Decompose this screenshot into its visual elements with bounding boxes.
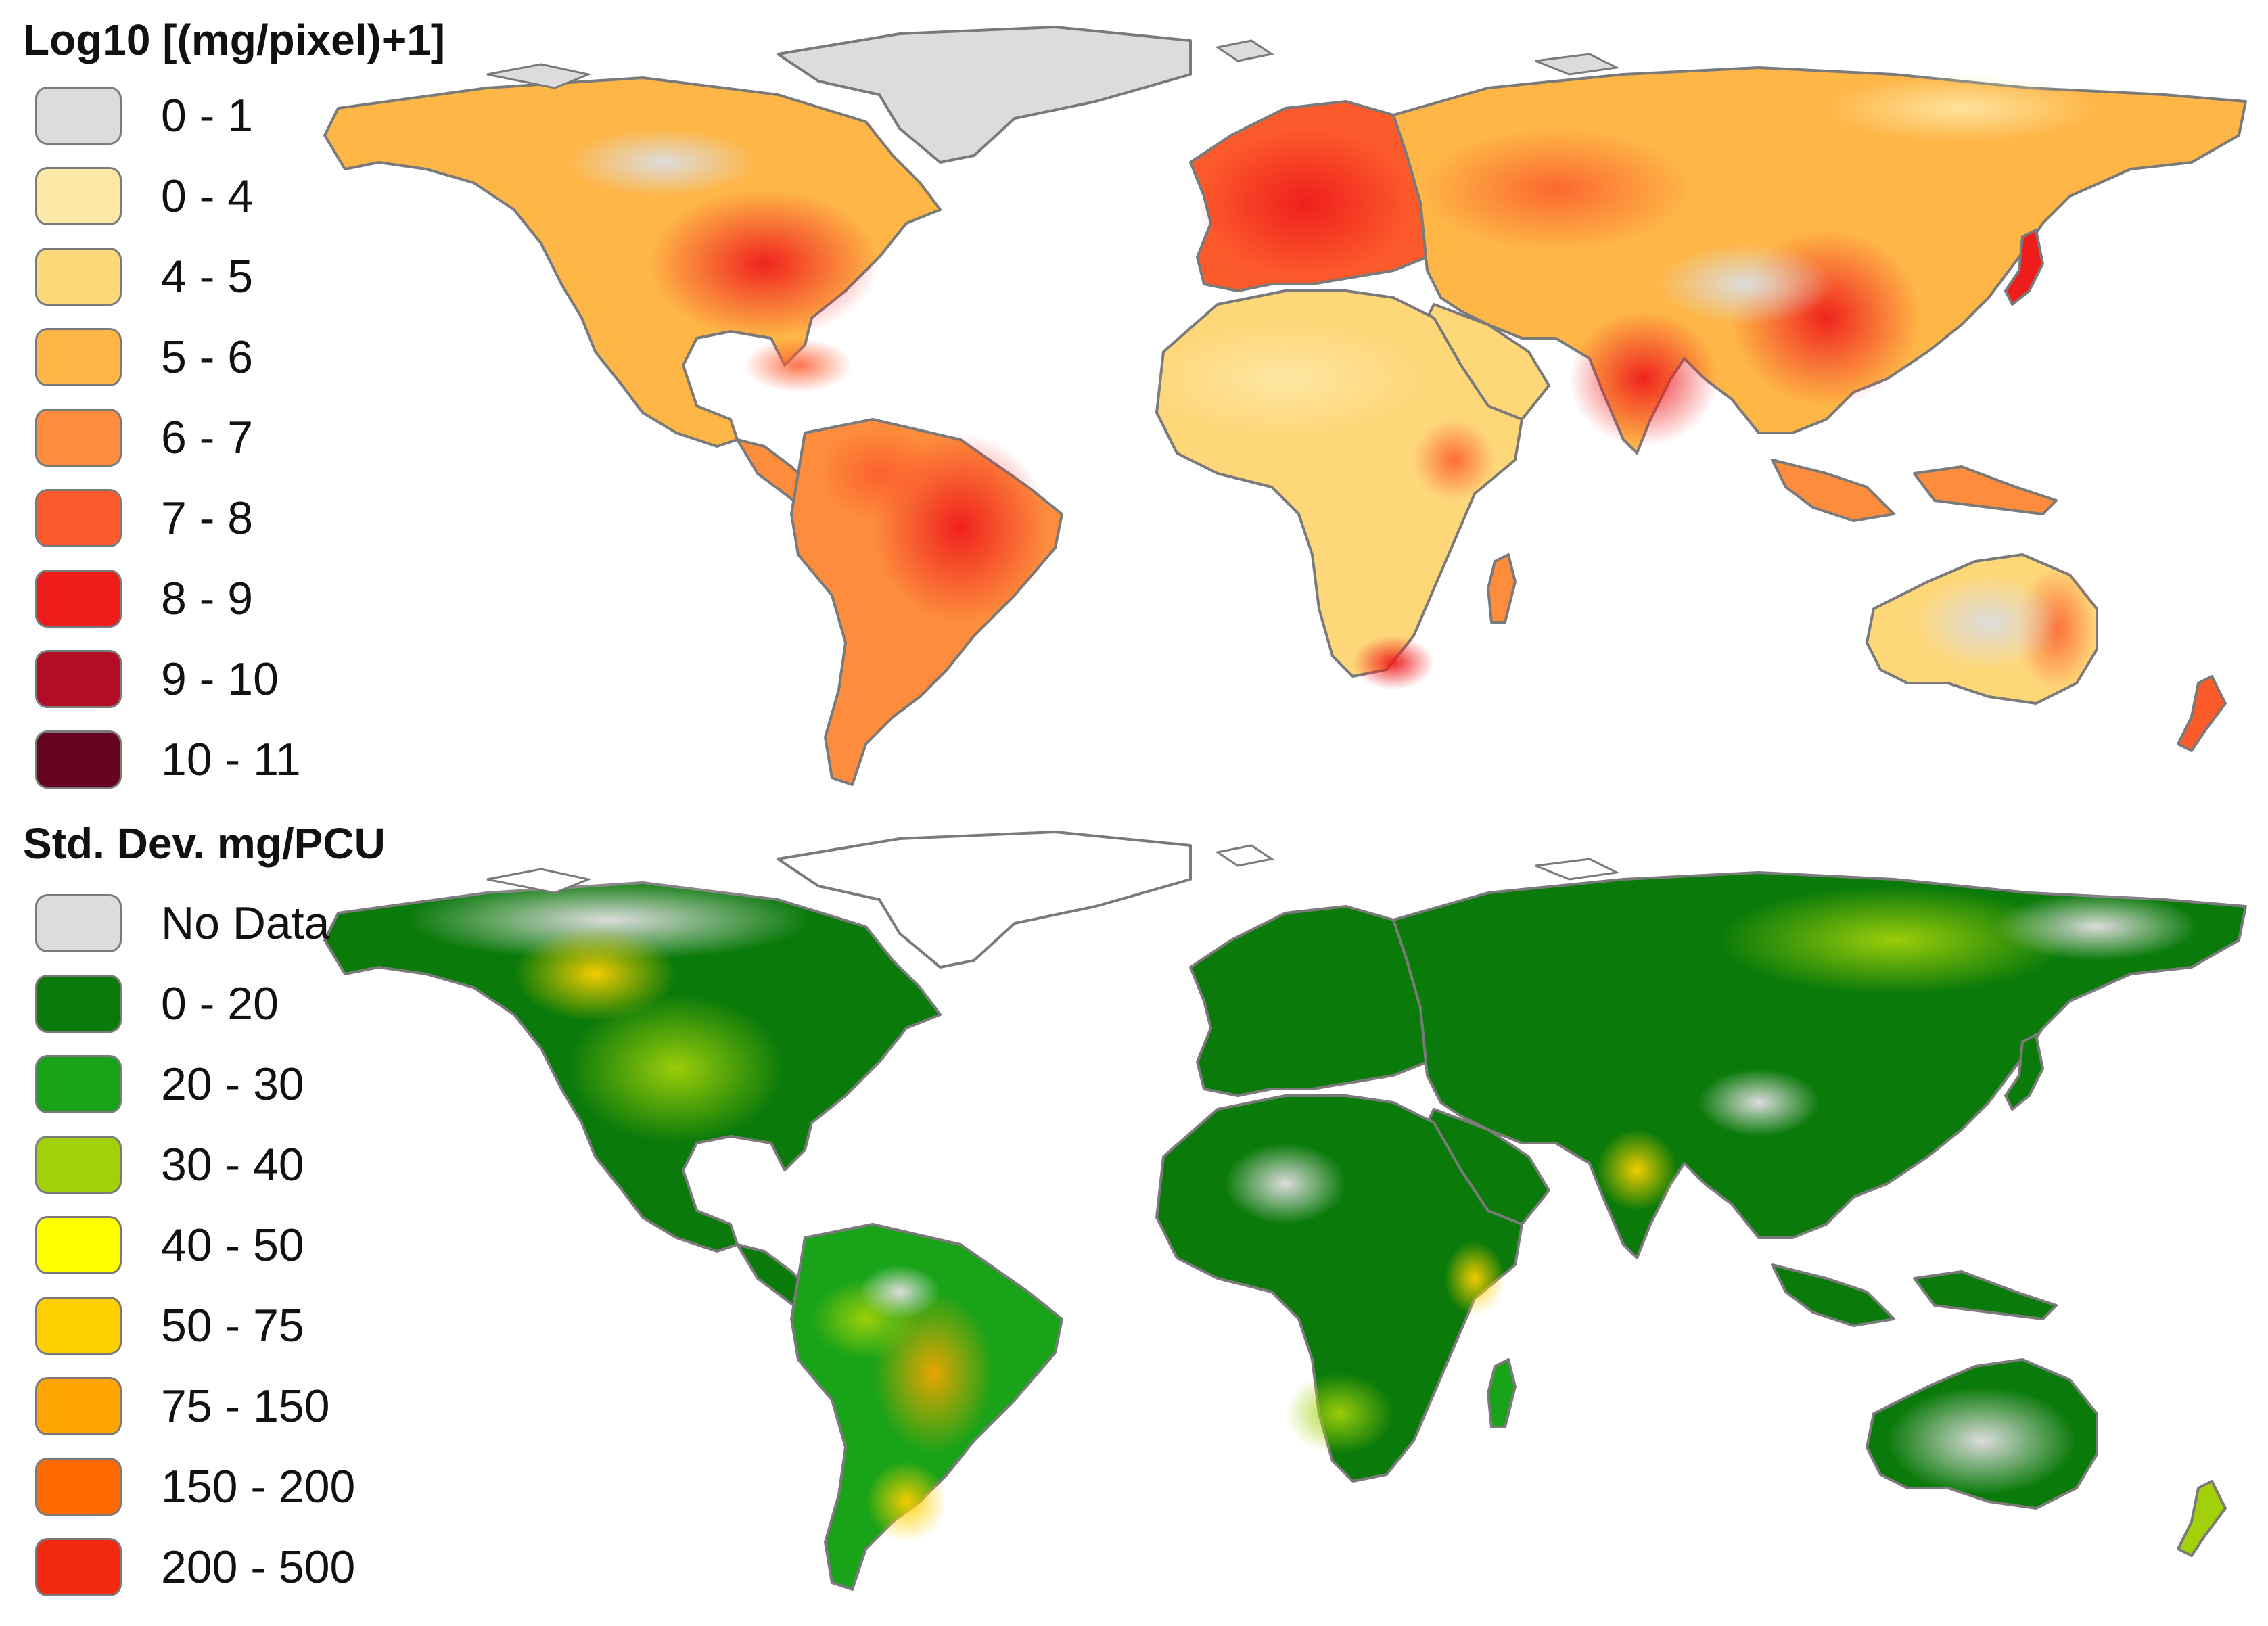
legend-label: 5 - 6 bbox=[161, 331, 254, 383]
legend-swatch bbox=[35, 167, 122, 225]
europe-region bbox=[1189, 905, 1429, 1097]
legend-label: 75 - 150 bbox=[161, 1380, 330, 1432]
legend-label: 150 - 200 bbox=[161, 1461, 356, 1512]
legend-label: 0 - 4 bbox=[161, 170, 254, 222]
legend-swatch bbox=[35, 1538, 122, 1596]
greenland-region bbox=[777, 26, 1192, 164]
legend-label: 10 - 11 bbox=[161, 734, 301, 785]
madagascar-region bbox=[1487, 1358, 1517, 1428]
variability-overlay bbox=[406, 879, 2198, 1542]
legend-swatch bbox=[35, 409, 122, 467]
madagascar-region bbox=[1487, 553, 1517, 624]
legend-swatch bbox=[35, 650, 122, 708]
legend-swatch bbox=[35, 1055, 122, 1113]
legend-title: Std. Dev. mg/PCU bbox=[23, 819, 386, 868]
legend-label: 9 - 10 bbox=[161, 653, 279, 705]
legend-swatch bbox=[35, 730, 122, 789]
indonesia-region bbox=[1771, 1263, 2058, 1327]
legend-label: 0 - 20 bbox=[161, 978, 279, 1029]
legend-swatch bbox=[35, 894, 122, 952]
new-zealand-region bbox=[2177, 1480, 2227, 1557]
legend-swatch bbox=[35, 1297, 122, 1355]
legend-label: 8 - 9 bbox=[161, 573, 254, 624]
std-dev-map-panel: Std. Dev. mg/PCU No Data 0 - 20 20 - 30 … bbox=[0, 805, 2268, 1626]
greenland-region bbox=[777, 831, 1192, 969]
arctic-islands bbox=[486, 39, 1620, 89]
arctic-islands bbox=[486, 844, 1620, 894]
emissions-world-map bbox=[323, 26, 2247, 786]
legend-swatch bbox=[35, 248, 122, 306]
legend-label: 50 - 75 bbox=[161, 1300, 304, 1351]
legend-swatch bbox=[35, 1377, 122, 1435]
legend-label: 30 - 40 bbox=[161, 1139, 304, 1190]
intensity-overlay bbox=[568, 74, 2097, 690]
indonesia-region bbox=[1771, 459, 2058, 522]
legend-swatch bbox=[35, 328, 122, 386]
std-dev-world-map bbox=[323, 831, 2247, 1591]
legend-label: 0 - 1 bbox=[161, 90, 254, 141]
legend-label: 40 - 50 bbox=[161, 1220, 304, 1271]
legend-label: 4 - 5 bbox=[161, 251, 254, 302]
new-zealand-region bbox=[2177, 675, 2227, 752]
legend-label: No Data bbox=[161, 898, 330, 949]
japan-region bbox=[2004, 229, 2044, 306]
legend-label: 6 - 7 bbox=[161, 412, 254, 463]
legend-swatch bbox=[35, 489, 122, 547]
emissions-map-panel: Log10 [(mg/pixel)+1] 0 - 1 0 - 4 4 - 5 5… bbox=[0, 0, 2268, 805]
legend-swatch bbox=[35, 1458, 122, 1516]
legend-label: 20 - 30 bbox=[161, 1059, 304, 1110]
legend-swatch bbox=[35, 87, 122, 145]
legend-swatch bbox=[35, 1216, 122, 1274]
legend-title: Log10 [(mg/pixel)+1] bbox=[23, 16, 446, 64]
legend-swatch bbox=[35, 1136, 122, 1194]
japan-region bbox=[2004, 1033, 2044, 1111]
legend-swatch bbox=[35, 975, 122, 1033]
legend-label: 200 - 500 bbox=[161, 1541, 356, 1593]
legend-swatch bbox=[35, 570, 122, 628]
legend-label: 7 - 8 bbox=[161, 492, 254, 544]
